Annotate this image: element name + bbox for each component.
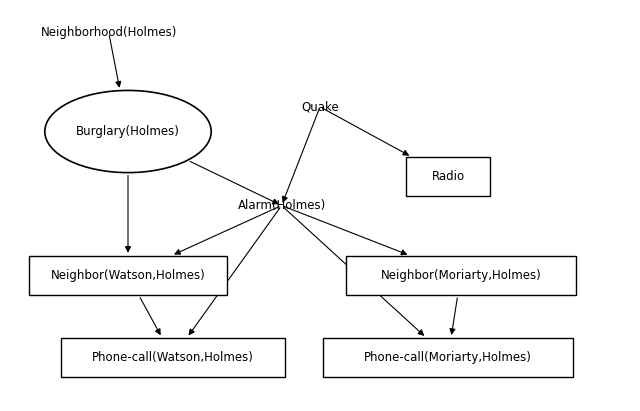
- Text: Phone-call(Moriarty,Holmes): Phone-call(Moriarty,Holmes): [364, 351, 532, 364]
- Text: Neighbor(Moriarty,Holmes): Neighbor(Moriarty,Holmes): [380, 269, 541, 282]
- FancyBboxPatch shape: [323, 338, 573, 377]
- FancyBboxPatch shape: [406, 157, 490, 196]
- Text: Neighbor(Watson,Holmes): Neighbor(Watson,Holmes): [51, 269, 205, 282]
- Text: Burglary(Holmes): Burglary(Holmes): [76, 125, 180, 138]
- Text: Radio: Radio: [431, 170, 465, 183]
- FancyBboxPatch shape: [346, 256, 576, 295]
- Text: Quake: Quake: [301, 100, 339, 113]
- Text: Neighborhood(Holmes): Neighborhood(Holmes): [40, 26, 177, 39]
- Ellipse shape: [45, 90, 211, 173]
- FancyBboxPatch shape: [29, 256, 227, 295]
- Text: Phone-call(Watson,Holmes): Phone-call(Watson,Holmes): [92, 351, 253, 364]
- Text: Alarm(Holmes): Alarm(Holmes): [237, 199, 326, 212]
- FancyBboxPatch shape: [61, 338, 285, 377]
